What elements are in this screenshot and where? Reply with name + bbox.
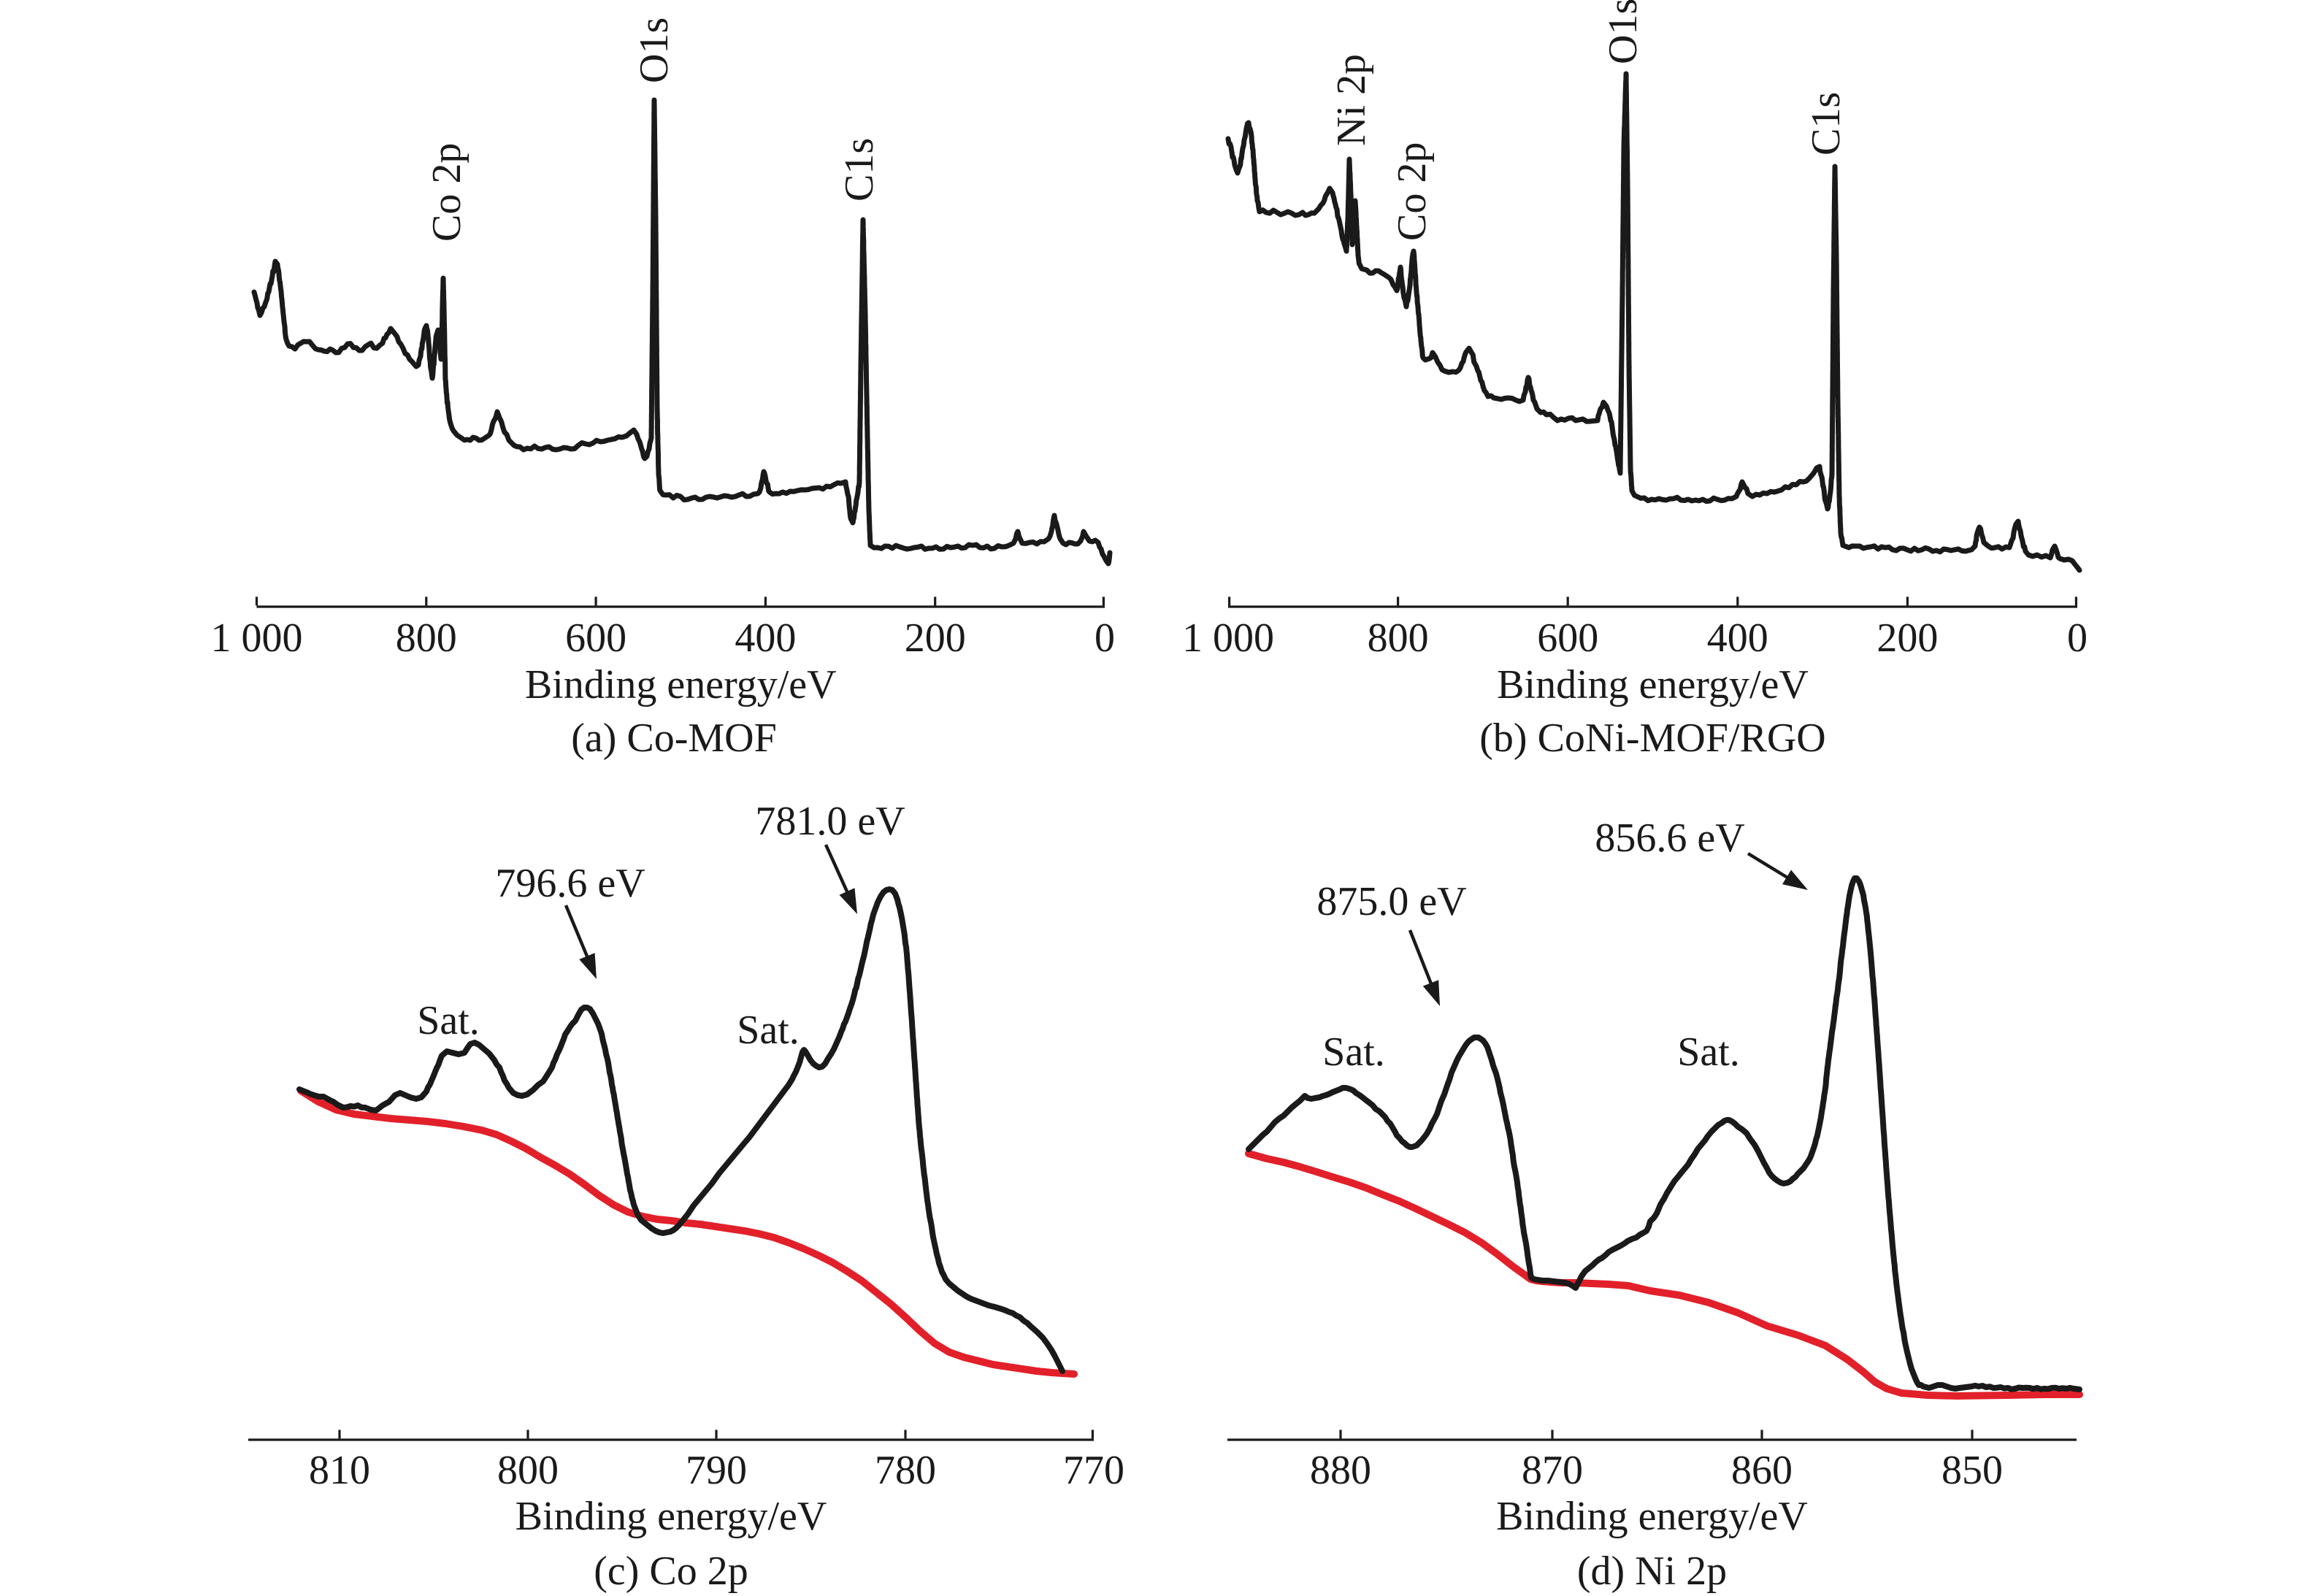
svg-text:800: 800 [497,1448,559,1493]
svg-text:O1s: O1s [632,18,677,83]
svg-text:(b) CoNi-MOF/RGO: (b) CoNi-MOF/RGO [1479,715,1825,761]
svg-text:600: 600 [1537,615,1598,661]
svg-text:C1s: C1s [837,138,882,202]
svg-text:856.6 eV: 856.6 eV [1595,816,1744,861]
svg-text:Sat.: Sat. [1677,1029,1740,1075]
svg-text:Sat.: Sat. [737,1008,800,1053]
svg-text:400: 400 [1707,615,1768,661]
svg-text:0: 0 [1095,615,1115,661]
svg-text:O1s: O1s [1601,0,1646,64]
svg-text:796.6 eV: 796.6 eV [495,861,645,906]
svg-text:1 000: 1 000 [211,615,303,661]
svg-text:781.0 eV: 781.0 eV [755,799,905,844]
svg-text:880: 880 [1310,1448,1371,1493]
svg-text:Co 2p: Co 2p [1389,142,1435,241]
svg-text:860: 860 [1731,1448,1793,1493]
svg-text:Binding energy/eV: Binding energy/eV [1496,1494,1808,1539]
svg-text:790: 790 [686,1448,747,1493]
svg-text:Sat.: Sat. [1322,1029,1385,1075]
svg-text:800: 800 [1368,615,1429,661]
svg-text:(a) Co-MOF: (a) Co-MOF [571,715,777,761]
svg-text:(c) Co 2p: (c) Co 2p [594,1549,748,1594]
svg-text:850: 850 [1941,1448,2003,1493]
svg-text:200: 200 [905,615,966,661]
svg-text:Binding energy/eV: Binding energy/eV [1497,662,1809,707]
svg-text:Ni 2p: Ni 2p [1329,54,1374,146]
svg-text:Binding energy/eV: Binding energy/eV [515,1494,827,1539]
svg-text:C1s: C1s [1803,92,1849,156]
svg-text:800: 800 [396,615,457,661]
svg-text:780: 780 [875,1448,936,1493]
svg-text:810: 810 [309,1448,370,1493]
svg-text:875.0 eV: 875.0 eV [1316,879,1466,924]
svg-text:600: 600 [565,615,626,661]
svg-text:200: 200 [1877,615,1938,661]
svg-text:1 000: 1 000 [1182,615,1274,661]
svg-text:Binding energy/eV: Binding energy/eV [525,662,837,707]
svg-text:0: 0 [2067,615,2088,661]
svg-text:Sat.: Sat. [417,998,480,1043]
svg-text:(d) Ni 2p: (d) Ni 2p [1577,1549,1727,1594]
svg-text:870: 870 [1522,1448,1583,1493]
svg-text:400: 400 [735,615,796,661]
svg-text:Co 2p: Co 2p [424,143,469,242]
svg-text:770: 770 [1063,1448,1124,1493]
